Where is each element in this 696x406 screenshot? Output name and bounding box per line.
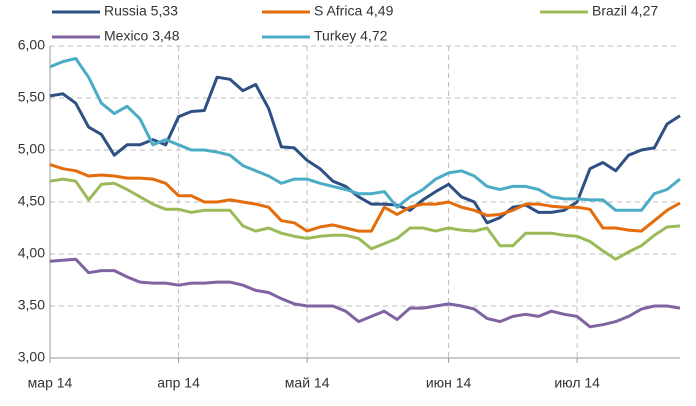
x-tick-label: июл 14 (554, 375, 600, 391)
series-line (49, 177, 681, 261)
y-tick-label: 3,00 (18, 349, 45, 365)
series-line (49, 57, 681, 212)
x-tick-label: апр 14 (157, 375, 200, 391)
x-tick-label: мар 14 (28, 375, 73, 391)
y-tick-label: 5,00 (18, 141, 45, 157)
y-tick-label: 5,50 (18, 89, 45, 105)
legend-label: Russia 5,33 (104, 3, 178, 19)
series-line (49, 257, 681, 329)
legend-label: Mexico 3,48 (104, 28, 180, 44)
y-tick-label: 4,50 (18, 193, 45, 209)
legend-label: Turkey 4,72 (314, 28, 388, 44)
x-tick-label: июн 14 (426, 375, 472, 391)
legend-label: Brazil 4,27 (592, 3, 658, 19)
series-line (49, 163, 681, 233)
y-tick-label: 4,00 (18, 245, 45, 261)
legend-label: S Africa 4,49 (314, 3, 394, 19)
y-tick-label: 6,00 (18, 37, 45, 53)
series-line (49, 75, 681, 225)
x-tick-label: май 14 (285, 375, 330, 391)
y-tick-label: 3,50 (18, 297, 45, 313)
